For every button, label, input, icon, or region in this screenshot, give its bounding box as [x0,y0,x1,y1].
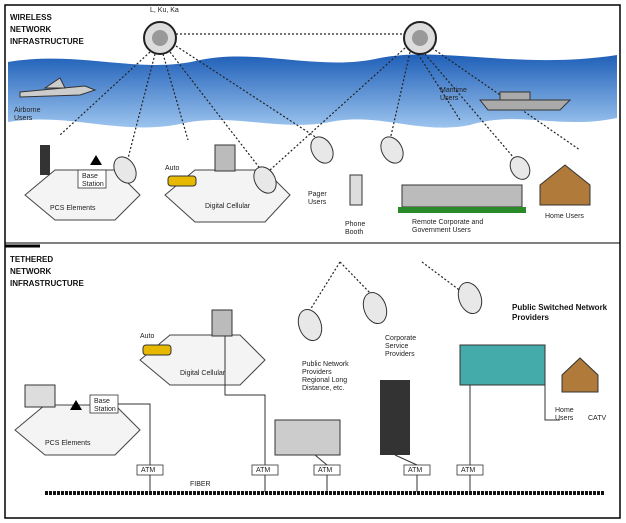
label: Station [94,406,116,413]
label: Base [94,398,110,405]
building [380,380,410,455]
label: PCS Elements [50,205,96,212]
section-title: INFRASTRUCTURE [10,279,84,288]
label: Users [308,199,327,206]
phone-booth [350,175,362,205]
label: Providers [512,313,549,322]
atm-label: ATM [256,467,270,474]
satellite [144,22,176,54]
label: Maritime [440,87,467,94]
satellite [404,22,436,54]
label: Public Network [302,361,349,368]
label: Base [82,173,98,180]
bands-label: L, Ku, Ka [150,7,179,14]
building [460,345,545,385]
section-title: TETHERED [10,255,53,264]
car [168,176,196,186]
label: Providers [385,351,415,358]
label: Users [14,115,33,122]
computer [25,385,55,407]
label: Home [555,407,574,414]
label: Pager [308,191,327,198]
sky-band [8,55,617,128]
label: Auto [165,165,180,172]
label: Distance, etc. [302,385,344,392]
diagram: L, Ku, Ka WIRELESS NETWORK INFRASTRUCTUR… [0,0,626,523]
building [275,420,340,455]
phone [40,145,50,175]
section-title: WIRELESS [10,13,52,22]
lawn [398,207,526,213]
label: Government Users [412,227,471,234]
atm-label: ATM [141,467,155,474]
atm-label: ATM [408,467,422,474]
label: Corporate [385,335,416,342]
atm-label: ATM [461,467,475,474]
label: Digital Cellular [180,370,226,377]
label: Booth [345,229,363,236]
label: Remote Corporate and [412,219,483,226]
section-title: NETWORK [10,267,52,276]
label: Auto [140,333,155,340]
section-title: INFRASTRUCTURE [10,37,84,46]
tower [215,145,235,171]
fiber-label: FIBER [190,481,211,488]
section-title: NETWORK [10,25,52,34]
label: Users [555,415,574,422]
label: Digital Cellular [205,203,251,210]
label: Airborne [14,107,41,114]
car [143,345,171,355]
label: Users [440,95,459,102]
label: PCS Elements [45,440,91,447]
building [402,185,522,207]
label: Service [385,343,408,350]
label: Station [82,181,104,188]
label: Providers [302,369,332,376]
label: Phone [345,221,365,228]
label: Public Switched Network [512,303,608,312]
label: CATV [588,415,606,422]
label: Home Users [545,213,584,220]
atm-label: ATM [318,467,332,474]
tower [212,310,232,336]
label: Regional Long [302,377,347,384]
